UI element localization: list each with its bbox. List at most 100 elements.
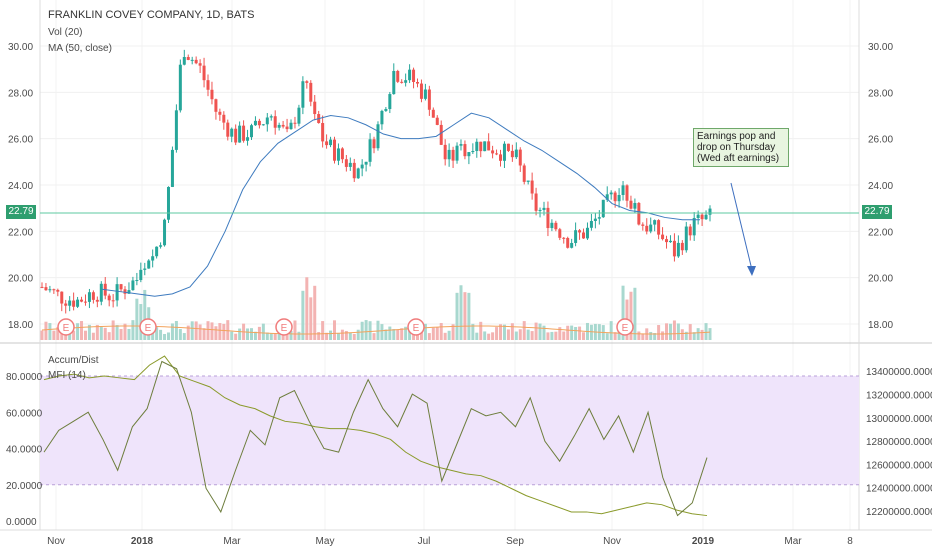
candle-body xyxy=(281,124,285,127)
candle-body xyxy=(206,80,210,90)
volume-bar xyxy=(459,285,463,340)
price-tick-label-right: 28.00 xyxy=(868,88,893,99)
volume-bars xyxy=(40,277,712,340)
volume-bar xyxy=(332,320,336,340)
volume-bar xyxy=(135,298,139,340)
volume-label[interactable]: Vol (20) xyxy=(48,27,82,38)
mfi-label[interactable]: MFI (14) xyxy=(48,370,86,381)
volume-bar xyxy=(99,327,103,340)
candle-body xyxy=(491,150,495,154)
accum-dist-label[interactable]: Accum/Dist xyxy=(48,355,99,366)
ma-label[interactable]: MA (50, close) xyxy=(48,43,112,54)
volume-bar xyxy=(234,333,238,340)
volume-bar xyxy=(665,323,669,340)
volume-bar xyxy=(491,332,495,340)
candle-body xyxy=(253,120,257,126)
candle-body xyxy=(340,148,344,160)
candle-body xyxy=(637,202,641,225)
volume-bar xyxy=(396,329,400,340)
indicator-tick-label-right: 12800000.0000 xyxy=(866,437,932,448)
volume-bar xyxy=(522,321,526,340)
volume-bar xyxy=(80,321,84,340)
volume-bar xyxy=(471,323,475,340)
volume-bar xyxy=(392,329,396,340)
candle-body xyxy=(364,161,368,165)
candle-body xyxy=(384,109,388,111)
candle-body xyxy=(68,300,72,306)
candle-body xyxy=(423,89,427,99)
price-tick-label-left: 22.00 xyxy=(8,227,33,238)
candle-body xyxy=(48,289,52,291)
volume-bar xyxy=(174,320,178,340)
candle-body xyxy=(277,124,281,128)
candle-body xyxy=(218,111,222,115)
volume-bar xyxy=(111,320,115,340)
candle-body xyxy=(684,226,688,251)
volume-bar xyxy=(273,333,277,340)
volume-bar xyxy=(297,331,301,340)
volume-bar xyxy=(107,332,111,340)
candle-body xyxy=(143,268,147,270)
candle-body xyxy=(257,120,261,126)
candle-body xyxy=(139,269,143,281)
volume-bar xyxy=(380,324,384,340)
candle-body xyxy=(123,289,127,294)
candle-body xyxy=(293,122,297,124)
candle-body xyxy=(696,214,700,219)
candle-body xyxy=(131,280,135,291)
volume-bar xyxy=(344,330,348,340)
volume-bar xyxy=(566,325,570,340)
price-tick-label-left: 30.00 xyxy=(8,42,33,53)
candle-body xyxy=(356,168,360,179)
candle-body xyxy=(585,227,589,239)
candle-body xyxy=(249,125,253,138)
candle-body xyxy=(676,242,680,257)
axis-labels: 18.00 18.00 20.00 20.00 22.00 22.00 24.00 24.00… xyxy=(6,42,932,547)
candle-body xyxy=(332,139,336,161)
candle-body xyxy=(182,57,186,65)
volume-bar xyxy=(637,331,641,340)
candle-body xyxy=(352,162,356,179)
volume-bar xyxy=(451,324,455,340)
volume-bar xyxy=(364,320,368,340)
volume-bar xyxy=(340,329,344,340)
volume-bar xyxy=(692,332,696,340)
candle-body xyxy=(404,80,408,83)
earnings-marker-label: E xyxy=(622,323,629,334)
candle-body xyxy=(510,150,514,158)
candle-body xyxy=(522,165,526,182)
earnings-marker xyxy=(407,318,425,336)
candle-body xyxy=(305,81,309,83)
volume-bar xyxy=(427,333,431,340)
volume-bar xyxy=(261,323,265,340)
time-tick-label: Nov xyxy=(603,536,621,547)
candle-body xyxy=(467,152,471,157)
candle-body xyxy=(325,141,329,146)
volume-bar xyxy=(305,277,309,340)
candle-body xyxy=(530,180,534,194)
volume-bar xyxy=(633,287,637,340)
candle-body xyxy=(321,123,325,142)
candle-body xyxy=(115,284,119,301)
volume-bar xyxy=(570,325,574,340)
earnings-marker-label: E xyxy=(413,323,420,334)
annotation-arrow[interactable] xyxy=(730,182,753,271)
candle-body xyxy=(665,239,669,243)
candle-body xyxy=(190,59,194,61)
volume-bar xyxy=(182,333,186,340)
candle-body xyxy=(44,287,48,291)
volume-bar xyxy=(423,323,427,340)
volume-bar xyxy=(475,332,479,340)
volume-bar xyxy=(400,328,404,340)
candle-body xyxy=(52,289,56,291)
candle-body xyxy=(147,260,151,269)
volume-bar xyxy=(506,329,510,340)
candle-body xyxy=(641,224,645,226)
annotation-note[interactable]: Earnings pop and drop on Thursday (Wed a… xyxy=(693,128,789,167)
volume-bar xyxy=(238,328,242,340)
volume-bar xyxy=(269,333,273,340)
candle-body xyxy=(463,144,467,157)
volume-bar xyxy=(574,326,578,340)
